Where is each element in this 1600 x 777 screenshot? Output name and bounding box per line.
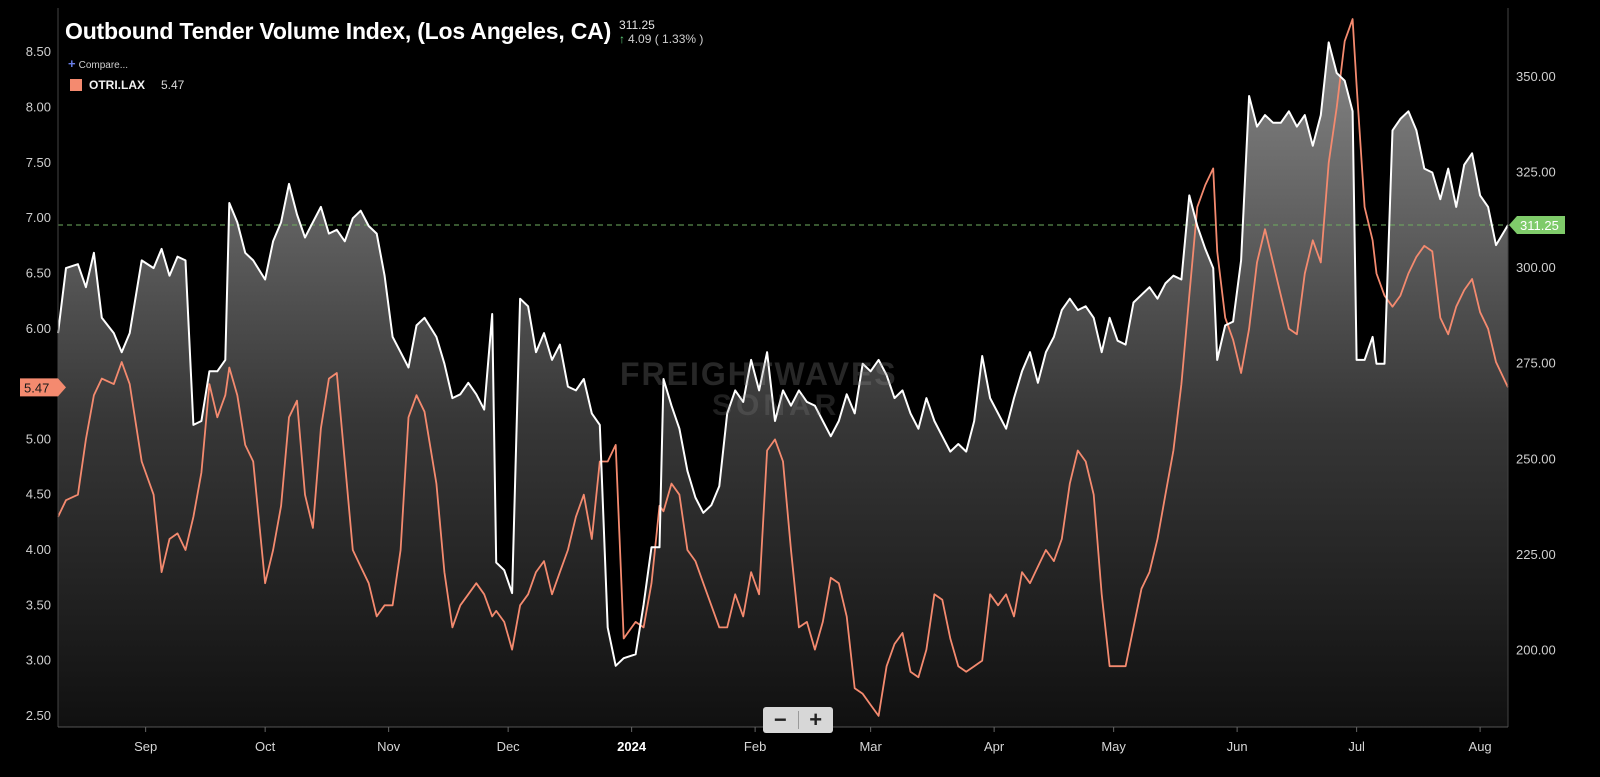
left-tick-label: 7.00	[26, 210, 51, 225]
plus-icon: +	[68, 56, 76, 71]
x-tick-label: Jun	[1227, 739, 1248, 754]
price-block: 311.25 ↑ 4.09 ( 1.33% )	[619, 18, 703, 46]
left-tick-label: 8.50	[26, 44, 51, 59]
x-tick-label: Dec	[497, 739, 521, 754]
left-tick-label: 3.50	[26, 597, 51, 612]
left-tick-label: 7.50	[26, 155, 51, 170]
left-last-value-badge	[20, 378, 66, 397]
left-tick-label: 3.00	[26, 653, 51, 668]
x-tick-label: Mar	[859, 739, 882, 754]
series-area-otvi	[58, 42, 1508, 727]
right-tick-label: 325.00	[1516, 164, 1556, 179]
left-last-value-label: 5.47	[24, 380, 49, 395]
x-tick-label: 2024	[617, 739, 647, 754]
compare-label: Compare...	[78, 60, 129, 71]
left-tick-label: 2.50	[26, 708, 51, 723]
x-tick-label: Feb	[744, 739, 766, 754]
right-tick-label: 350.00	[1516, 69, 1556, 84]
x-tick-label: Aug	[1469, 739, 1492, 754]
up-arrow-icon: ↑	[619, 32, 626, 46]
right-tick-label: 275.00	[1516, 356, 1556, 371]
x-tick-label: Oct	[255, 739, 276, 754]
legend-name: OTRI.LAX	[89, 78, 145, 92]
right-tick-label: 250.00	[1516, 451, 1556, 466]
zoom-divider	[797, 711, 799, 729]
series-line-otri	[57, 18, 1509, 717]
left-tick-label: 4.50	[26, 487, 51, 502]
x-tick-label: Nov	[377, 739, 401, 754]
plot-area[interactable]	[57, 18, 1509, 727]
chart-header: Outbound Tender Volume Index, (Los Angel…	[65, 18, 703, 46]
left-tick-label: 6.00	[26, 321, 51, 336]
right-tick-label: 300.00	[1516, 260, 1556, 275]
legend-item[interactable]: OTRI.LAX 5.47	[70, 78, 184, 92]
x-tick-label: May	[1101, 739, 1126, 754]
legend-swatch	[70, 79, 82, 91]
chart-title: Outbound Tender Volume Index, (Los Angel…	[65, 18, 612, 44]
change-row: ↑ 4.09 ( 1.33% )	[619, 32, 703, 46]
watermark-line1: FREIGHTWAVES	[620, 356, 898, 392]
right-last-value-badge	[1509, 216, 1565, 235]
x-tick-label: Jul	[1348, 739, 1365, 754]
legend-value: 5.47	[161, 78, 185, 92]
right-last-value-label: 311.25	[1520, 218, 1559, 233]
zoom-out-button[interactable]: −	[773, 707, 787, 732]
last-value: 311.25	[619, 18, 655, 32]
left-tick-label: 8.00	[26, 100, 51, 115]
x-tick-label: Sep	[134, 739, 157, 754]
right-tick-label: 225.00	[1516, 547, 1556, 562]
change-value: 4.09 ( 1.33% )	[628, 32, 704, 46]
axes: 2.503.003.504.004.505.005.506.006.507.00…	[20, 8, 1565, 754]
left-tick-label: 4.00	[26, 542, 51, 557]
series-line-otvi	[57, 41, 1509, 667]
zoom-control: − +	[763, 707, 833, 733]
x-tick-label: Apr	[984, 739, 1005, 754]
zoom-in-button[interactable]: +	[809, 707, 823, 732]
compare-button[interactable]: + Compare...	[68, 56, 128, 71]
left-tick-label: 6.50	[26, 265, 51, 280]
right-tick-label: 200.00	[1516, 643, 1556, 658]
left-tick-label: 5.00	[26, 431, 51, 446]
watermark-line2: SONAR	[712, 389, 841, 422]
